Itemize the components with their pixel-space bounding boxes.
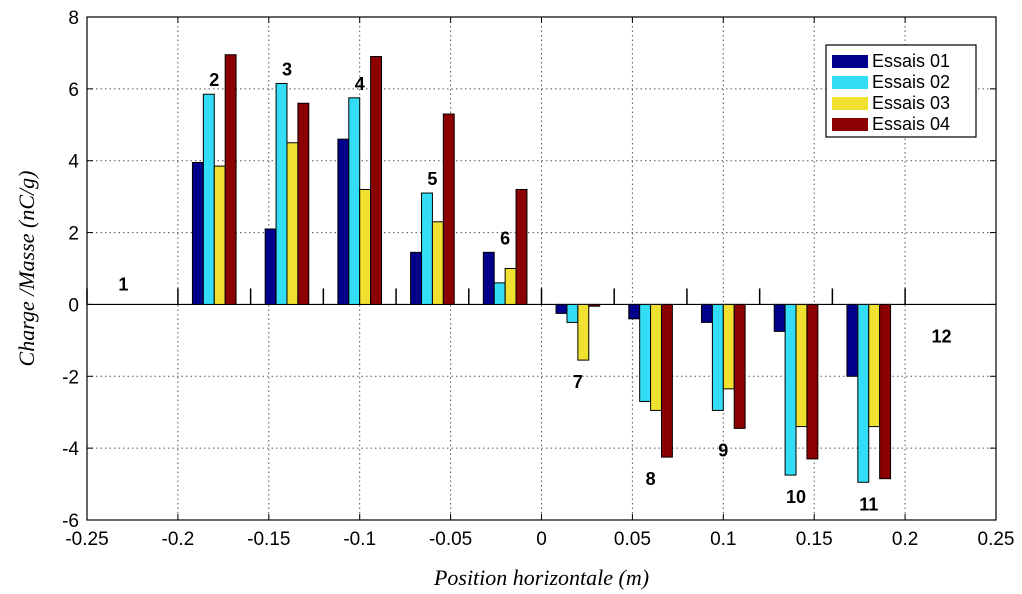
bars [86,54,906,483]
axes [86,16,997,521]
bar-essais-01-4 [337,138,350,305]
y-tick-label: 4 [68,152,79,173]
bar-essais-03-7 [577,303,590,361]
bar-essais-03-3 [286,142,299,305]
bar-essais-01-5 [410,251,423,305]
bar-essais-02-2 [202,93,215,305]
bar-essais-04-5 [442,113,455,305]
bar-essais-04-11 [879,303,892,480]
legend-swatch [832,55,868,68]
legend-label: Essais 02 [872,72,950,92]
bar-essais-02-10 [784,303,797,476]
bar-essais-01-10 [773,303,786,332]
bar-essais-04-8 [660,303,673,458]
legend-label: Essais 03 [872,93,950,113]
bar-essais-04-6 [515,188,528,305]
group-label-8: 8 [646,469,656,489]
bar-essais-01-9 [700,303,713,323]
bar-essais-01-3 [264,228,277,305]
y-tick-label: -2 [62,367,79,388]
group-label-9: 9 [718,440,728,460]
bar-essais-02-5 [421,192,433,305]
legend-swatch [832,76,868,89]
bar-essais-01-8 [628,303,641,320]
group-label-10: 10 [786,487,806,507]
x-tick-label: 0 [536,529,547,550]
x-tick-label: 0.2 [892,529,918,550]
bar-essais-03-6 [504,268,517,305]
x-tick-label: -0.05 [429,529,472,550]
x-tick-label: 0.25 [978,529,1015,550]
bar-essais-01-2 [191,162,204,305]
legend-swatch [832,118,868,131]
bar-essais-02-3 [275,82,288,305]
bar-essais-02-7 [566,303,579,323]
bar-essais-04-9 [733,303,746,429]
bar-essais-03-11 [868,303,881,428]
group-label-11: 11 [859,494,878,514]
legend-label: Essais 04 [872,114,950,134]
x-axis-title: Position horizontale (m) [433,565,649,590]
bar-essais-02-8 [639,303,652,402]
y-tick-label: 2 [68,224,79,245]
y-tick-label: 8 [68,8,79,29]
bar-essais-02-11 [857,303,870,483]
x-tick-label: -0.2 [162,529,195,550]
group-label-5: 5 [427,169,437,189]
legend-label: Essais 01 [872,51,950,71]
bar-essais-04-2 [224,54,237,305]
y-tick-label: -6 [62,511,79,532]
bar-essais-03-9 [722,303,735,390]
bar-essais-03-5 [431,221,444,305]
group-label-12: 12 [931,326,951,346]
bar-essais-03-10 [795,303,808,428]
y-axis-title: Charge /Masse (nC/g) [14,171,39,367]
bar-essais-03-2 [213,165,226,305]
group-label-2: 2 [209,70,219,90]
bar-essais-01-7 [555,303,568,314]
bar-essais-02-4 [348,97,361,305]
y-tick-label: 0 [68,295,79,316]
bar-essais-03-4 [359,188,372,305]
x-tick-label: 0.05 [614,529,651,550]
group-label-7: 7 [573,372,583,392]
bar-essais-04-4 [370,56,383,305]
bar-essais-01-11 [846,303,859,377]
group-label-6: 6 [500,228,510,248]
x-tick-label: -0.25 [65,529,108,550]
bar-essais-02-6 [493,282,506,305]
x-tick-label: -0.15 [247,529,290,550]
x-tick-label: 0.15 [796,529,833,550]
bar-essais-04-10 [806,303,819,460]
bar-essais-04-7 [588,303,601,307]
tick-labels: -0.25 -0.2 -0.15 -0.1 -0.05 0 0.05 0.1 0.15 0.2 0.… [62,8,1014,550]
group-label-1: 1 [118,274,128,294]
x-tick-label: 0.1 [710,529,736,550]
group-label-4: 4 [355,74,365,94]
bar-essais-03-8 [650,303,662,411]
y-tick-label: 6 [68,80,79,101]
y-tick-label: -4 [62,439,79,460]
bar-essais-02-9 [711,303,724,411]
bar-essais-04-3 [297,102,310,305]
bar-essais-01-6 [482,251,495,305]
legend-swatch [832,97,868,110]
x-tick-label: -0.1 [343,529,376,550]
axes-frame [86,16,997,521]
group-label-3: 3 [282,59,292,79]
